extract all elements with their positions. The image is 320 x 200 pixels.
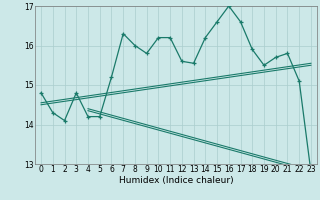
X-axis label: Humidex (Indice chaleur): Humidex (Indice chaleur) [119,176,233,185]
